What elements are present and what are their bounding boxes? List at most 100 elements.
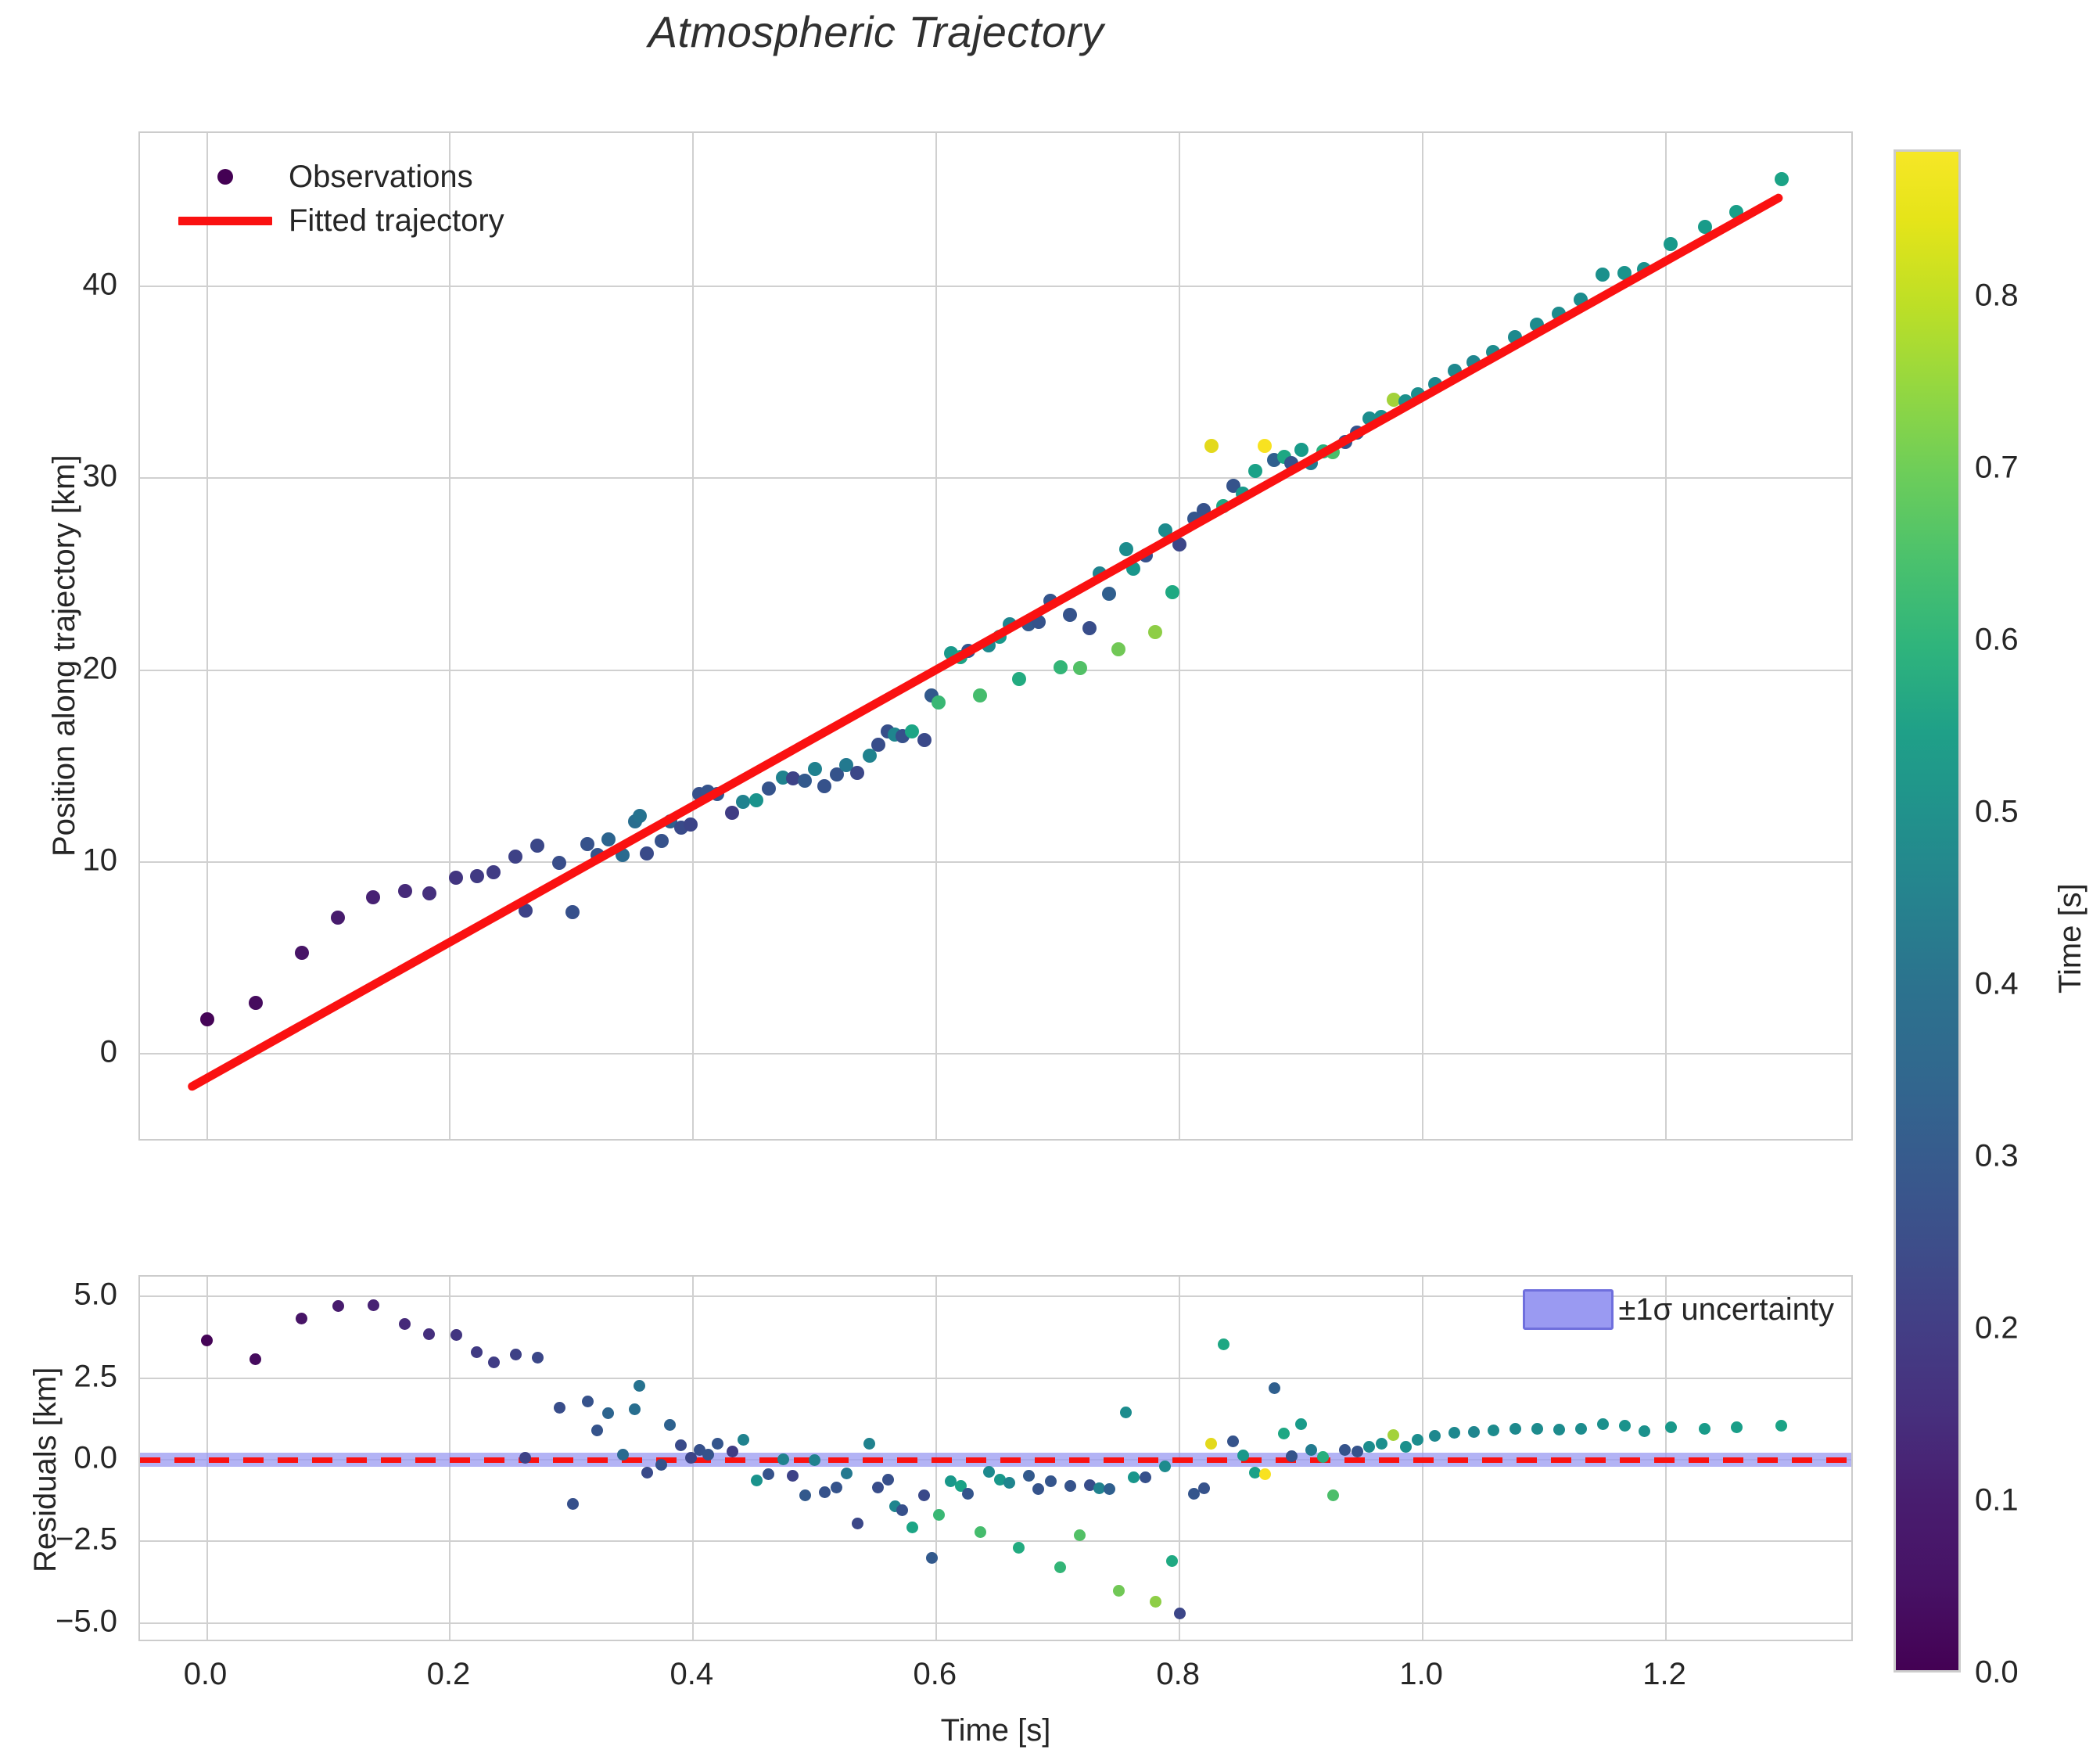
x-tick: 0.6 [913, 1657, 957, 1691]
residual-point [664, 1419, 677, 1432]
scatter-point [580, 836, 595, 851]
residual-point [750, 1474, 763, 1486]
residual-point [1305, 1443, 1317, 1456]
residual-point [1664, 1421, 1677, 1433]
residual-point [896, 1504, 909, 1517]
residual-point [581, 1396, 594, 1408]
scatter-point [518, 904, 533, 918]
residual-point [1638, 1425, 1650, 1437]
residual-point [634, 1380, 646, 1392]
scatter-point [601, 832, 616, 846]
colorbar-tick: 0.5 [1975, 794, 2019, 829]
legend-label-uncertainty: ±1σ uncertainty [1618, 1292, 1834, 1327]
residual-point [711, 1438, 723, 1450]
residual-point [602, 1407, 615, 1419]
scatter-point [1596, 268, 1610, 282]
scatter-point [973, 688, 988, 702]
x-tick: 0.0 [183, 1657, 228, 1691]
scatter-point [248, 996, 263, 1011]
scatter-point [817, 779, 832, 794]
residual-point [1173, 1607, 1186, 1619]
scatter-point [1102, 586, 1117, 601]
y-tick-residual: 5.0 [74, 1277, 117, 1312]
gridline-vertical-main-6 [1665, 133, 1667, 1139]
residual-point [918, 1489, 931, 1502]
residual-point [737, 1433, 749, 1446]
x-tick: 1.0 [1399, 1657, 1443, 1691]
scatter-point [1158, 523, 1172, 537]
residual-point [1730, 1421, 1743, 1433]
residual-point [1278, 1428, 1291, 1440]
gridline-horizontal-residual-1 [140, 1377, 1851, 1379]
legend-label-fitted-trajectory: Fitted trajectory [289, 203, 504, 238]
scatter-point [397, 883, 412, 898]
residual-point [1509, 1422, 1521, 1435]
residual-point [684, 1451, 697, 1464]
scatter-point [1697, 220, 1712, 235]
residual-point [787, 1470, 799, 1482]
residual-point [1103, 1483, 1115, 1496]
colorbar-label: Time [s] [2053, 883, 2087, 993]
residual-point [702, 1448, 714, 1461]
observations-marker-icon [167, 169, 284, 185]
colorbar-tick: 0.7 [1975, 450, 2019, 485]
residual-point [399, 1318, 411, 1331]
gridline-vertical-main-1 [449, 133, 451, 1139]
residual-point [1013, 1542, 1025, 1554]
gridline-vertical-main-3 [935, 133, 938, 1139]
scatter-point [552, 856, 567, 871]
residual-point [1166, 1555, 1179, 1568]
residual-point [1412, 1433, 1424, 1446]
main-axes: Observations Fitted trajectory [138, 131, 1853, 1141]
residual-point [201, 1334, 213, 1346]
scatter-point [1204, 438, 1219, 453]
residual-point [945, 1475, 957, 1488]
residual-point [1339, 1443, 1352, 1456]
residual-point [840, 1468, 853, 1480]
residual-point [982, 1465, 995, 1478]
residual-point [1064, 1479, 1076, 1492]
scatter-point [422, 886, 436, 901]
residual-point [1044, 1475, 1057, 1487]
scatter-point [905, 724, 920, 739]
scatter-point [640, 846, 655, 861]
scatter-point [917, 733, 932, 748]
scatter-point [749, 793, 764, 808]
residual-point [1003, 1476, 1016, 1489]
gridline-horizontal-residual-4 [140, 1622, 1851, 1624]
scatter-point [684, 817, 698, 832]
scatter-point [1294, 442, 1308, 457]
legend-entry-fitted-trajectory: Fitted trajectory [167, 199, 504, 243]
gridline-horizontal-main-0 [140, 1053, 1851, 1055]
scatter-point [294, 946, 309, 961]
colorbar-tick: 0.1 [1975, 1482, 2019, 1518]
residual-point [906, 1521, 918, 1533]
residual-point [726, 1445, 738, 1457]
y-tick-residual: 2.5 [74, 1359, 117, 1394]
zero-reference-line [140, 1457, 1851, 1463]
residual-point [863, 1437, 876, 1450]
residual-point [1351, 1446, 1363, 1458]
residual-point [1375, 1438, 1387, 1450]
residual-point [763, 1468, 775, 1481]
colorbar-tick: 0.6 [1975, 622, 2019, 657]
residual-point [1448, 1427, 1461, 1439]
residual-point [818, 1486, 831, 1499]
residual-point [1285, 1450, 1298, 1463]
residual-point [249, 1353, 262, 1366]
scatter-point [449, 870, 464, 885]
y-tick-main: 10 [82, 843, 118, 878]
y-tick-main: 30 [82, 458, 118, 494]
scatter-point [1386, 392, 1401, 407]
residual-point [872, 1482, 885, 1494]
residual-point [1054, 1561, 1067, 1573]
residual-point [1596, 1417, 1609, 1430]
residual-point [1120, 1406, 1133, 1418]
scatter-point [1247, 463, 1262, 478]
scatter-point [366, 890, 381, 905]
residual-point [509, 1348, 522, 1360]
colorbar-gradient [1894, 149, 1961, 1673]
colorbar-tick: 0.3 [1975, 1138, 2019, 1173]
residual-point [1083, 1479, 1096, 1492]
gridline-horizontal-main-1 [140, 861, 1851, 863]
